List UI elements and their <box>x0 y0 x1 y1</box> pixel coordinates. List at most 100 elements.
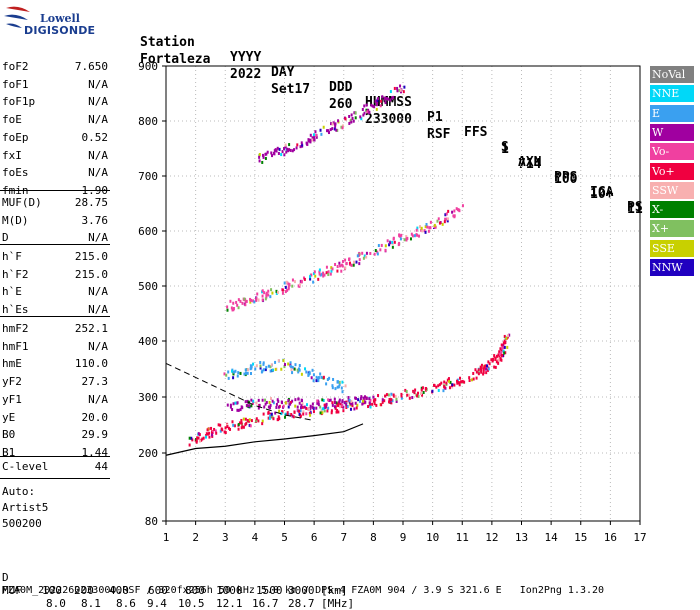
echo-point <box>384 394 387 398</box>
echo-point <box>312 133 315 137</box>
echo-point <box>272 401 275 405</box>
param-row: M(D) 3.76 <box>2 214 108 231</box>
echo-point <box>359 115 362 119</box>
param-value: 215.0 <box>74 250 108 263</box>
echo-point <box>327 129 330 133</box>
echo-point <box>390 401 393 405</box>
echo-point <box>451 385 454 389</box>
echo-point <box>272 417 275 421</box>
echo-point <box>259 364 262 368</box>
param-key: hmF2 <box>2 322 29 335</box>
echo-point <box>321 398 324 402</box>
echo-point <box>208 435 211 439</box>
muf-value: 8.6 <box>116 597 136 610</box>
profile-lines <box>165 362 364 456</box>
param-row: foEp 0.52 <box>2 131 108 148</box>
echo-point <box>358 262 361 266</box>
echo-point <box>502 345 505 349</box>
hdr-s-value: 1 <box>501 142 509 157</box>
echo-point <box>446 378 449 382</box>
echo-point <box>255 401 258 405</box>
echo-point <box>356 254 359 258</box>
param-key: yF2 <box>2 375 22 389</box>
logo <box>0 0 80 42</box>
echo-point <box>291 365 294 369</box>
param-key: B0 <box>2 428 16 442</box>
echo-point <box>366 110 369 114</box>
echo-point <box>278 417 281 421</box>
echo-point <box>296 368 299 372</box>
param-divider <box>0 316 110 317</box>
echo-point <box>411 234 414 238</box>
echo-point <box>479 365 482 369</box>
echo-point <box>327 398 330 402</box>
echo-point <box>236 401 239 405</box>
hdr-pps-label: PPS <box>554 170 578 185</box>
y-tick-label: 900 <box>138 60 158 73</box>
echo-point <box>357 398 360 402</box>
param-row: B1 1.44 <box>2 446 108 463</box>
echo-point <box>386 239 389 243</box>
echo-point <box>280 153 283 157</box>
echo-point <box>226 423 229 427</box>
echo-point <box>245 299 248 303</box>
legend-item: Vo+ <box>650 162 694 180</box>
echo-point <box>353 111 356 115</box>
hdr-day-value: Set17 <box>271 82 311 97</box>
echo-point <box>240 421 243 425</box>
echo-point <box>415 233 418 237</box>
echo-point <box>210 426 213 430</box>
echo-point <box>330 269 333 273</box>
echo-point <box>470 378 473 382</box>
echo-point <box>289 401 292 405</box>
echo-point <box>375 107 378 111</box>
echo-point <box>358 258 361 262</box>
echo-point <box>376 97 379 101</box>
echo-point <box>267 416 270 420</box>
echo-point <box>419 225 422 229</box>
echo-point <box>403 238 406 242</box>
distance-value: 800 <box>185 584 205 597</box>
echo-point <box>255 364 258 368</box>
echo-point <box>224 426 227 430</box>
echo-point <box>289 361 292 365</box>
param-row: hmE 110.0 <box>2 357 108 374</box>
chart-grid <box>165 65 641 522</box>
echo-point <box>269 365 272 369</box>
param-value: 28.75 <box>74 196 108 209</box>
legend-item: W <box>650 123 694 141</box>
echo-point <box>293 367 296 371</box>
echo-point <box>226 308 229 312</box>
echo-point <box>339 405 342 409</box>
echo-point <box>296 405 299 409</box>
echo-point <box>289 148 292 152</box>
echo-point <box>291 371 294 375</box>
x-tick-label: 9 <box>400 531 407 544</box>
echo-point <box>452 214 455 218</box>
echo-point <box>348 121 351 125</box>
echo-point <box>396 89 399 93</box>
echo-point <box>315 135 318 139</box>
echo-point <box>422 390 425 394</box>
echo-point <box>416 226 419 230</box>
echo-point <box>227 376 230 380</box>
echo-point <box>286 412 289 416</box>
distance-value: 3000 <box>288 584 315 597</box>
echo-point <box>264 156 267 160</box>
echo-point <box>261 398 264 402</box>
echo-point <box>255 296 258 300</box>
echo-point <box>319 405 322 409</box>
echo-point <box>499 352 502 356</box>
echo-point <box>277 399 280 403</box>
echo-point <box>376 250 379 254</box>
clevel-value: 44 <box>94 460 108 473</box>
echo-point <box>282 359 285 363</box>
echo-point <box>445 381 448 385</box>
echo-point <box>440 381 443 385</box>
echo-point <box>236 374 239 378</box>
echo-point <box>323 403 326 407</box>
echo-point <box>286 147 289 151</box>
echo-point <box>302 412 305 416</box>
echo-point <box>491 357 494 361</box>
echo-point <box>313 270 316 274</box>
